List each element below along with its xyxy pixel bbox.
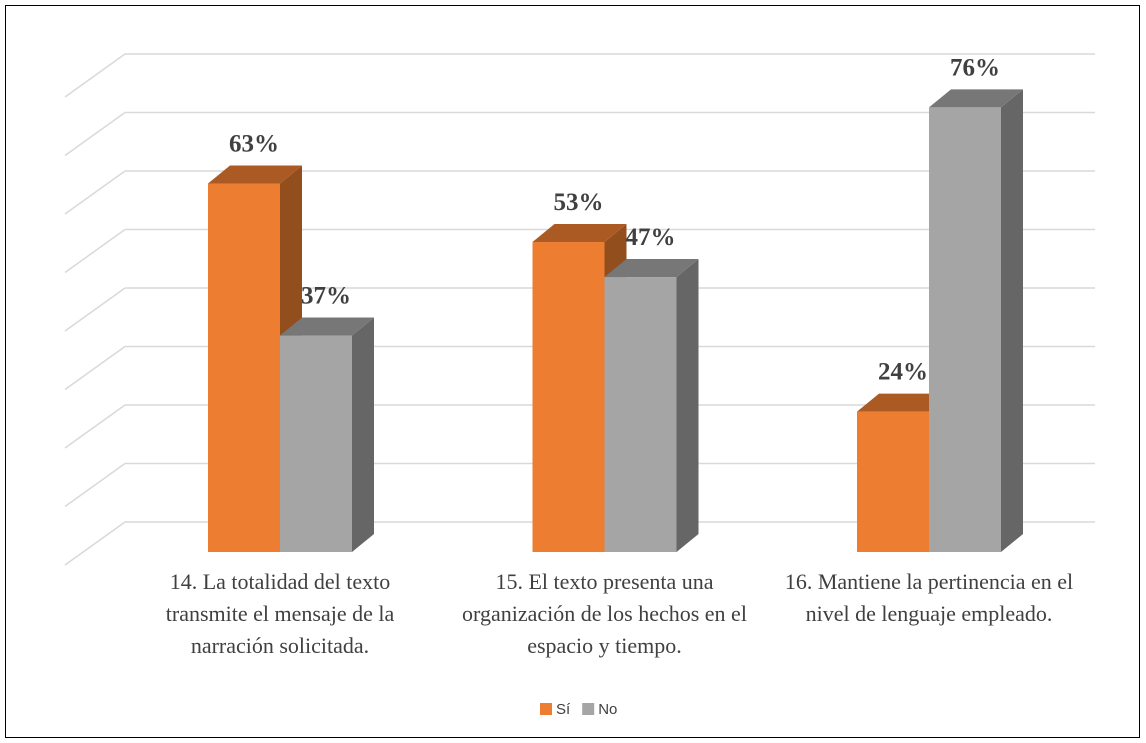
legend-swatch (540, 703, 552, 715)
data-label: 53% (554, 189, 604, 216)
grid-line (64, 170, 126, 215)
bar (280, 335, 352, 552)
legend-label: No (598, 701, 617, 718)
legend-label: Sí (556, 701, 571, 718)
grid-line (64, 521, 126, 566)
bar (604, 277, 677, 552)
data-label: 76% (950, 54, 1000, 81)
bar (857, 411, 929, 552)
bar-top (857, 393, 951, 412)
grid-line (64, 287, 126, 332)
bar (532, 241, 605, 552)
x-tick-label: 14. La totalidad del texto transmite el … (165, 569, 395, 658)
data-label: 37% (301, 283, 351, 310)
bar-side (676, 259, 699, 552)
x-tick-label: 15. El texto presenta una organización d… (462, 569, 747, 658)
bar (929, 107, 1001, 553)
data-label: 24% (878, 359, 928, 386)
grid-line (64, 53, 126, 98)
data-label: 63% (229, 130, 279, 157)
grid-line (64, 111, 126, 157)
bar-top (929, 89, 1023, 108)
bar (208, 183, 280, 552)
bar-top (532, 223, 627, 242)
bar-side (352, 317, 374, 552)
data-label: 47% (626, 224, 676, 251)
grid-line (64, 462, 126, 508)
bar-side (1001, 89, 1023, 553)
grid-line (64, 345, 126, 391)
bar-top (604, 259, 699, 278)
bar-top (280, 317, 374, 336)
grid-line (64, 228, 126, 274)
grid-line (64, 404, 126, 449)
legend-swatch (582, 703, 595, 715)
x-tick-label: 16. Mantiene la pertinencia en el nivel … (784, 569, 1074, 626)
bar-top (208, 165, 302, 184)
